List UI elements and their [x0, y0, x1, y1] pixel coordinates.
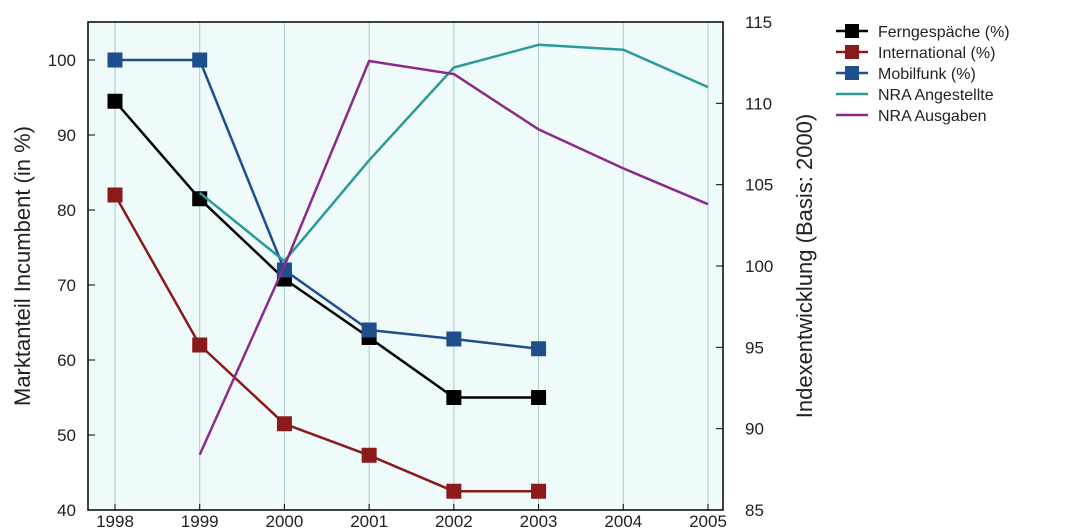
x-tick-label: 2001 — [350, 512, 388, 531]
y-tick-label: 50 — [57, 426, 76, 445]
data-point — [361, 322, 377, 338]
x-tick-label: 2005 — [689, 512, 727, 531]
x-tick-label: 2004 — [604, 512, 642, 531]
series-4 — [198, 59, 709, 456]
series-1 — [107, 187, 547, 499]
data-point — [446, 331, 462, 347]
y-tick-label: 70 — [57, 276, 76, 295]
legend-item: Ferngespäche (%) — [836, 24, 1010, 41]
y2-tick-label: 95 — [745, 338, 764, 357]
series-line — [113, 194, 539, 493]
legend-label: Ferngespäche (%) — [878, 24, 1010, 41]
data-point — [192, 337, 208, 353]
y-tick-label: 80 — [57, 201, 76, 220]
x-tick-label: 2000 — [266, 512, 304, 531]
y-axis-title: Marktanteil Incumbent (in %) — [10, 126, 35, 406]
y2-tick-label: 105 — [745, 176, 773, 195]
x-tick-label: 2003 — [520, 512, 558, 531]
legend-label: NRA Angestellte — [878, 87, 994, 104]
legend-item: NRA Angestellte — [836, 87, 994, 104]
series-line — [114, 100, 539, 399]
y2-tick-label: 110 — [745, 94, 772, 113]
y2-tick-label: 85 — [745, 501, 764, 520]
x-tick-label: 1998 — [96, 512, 134, 531]
series-0 — [107, 93, 547, 405]
data-point — [107, 93, 123, 109]
y2-tick-label: 90 — [745, 420, 764, 439]
series-3 — [198, 43, 709, 263]
x-tick-label: 1999 — [181, 512, 219, 531]
legend-item: International (%) — [836, 45, 995, 62]
legend-marker — [845, 66, 859, 80]
legend-marker — [845, 24, 859, 38]
data-point — [446, 390, 462, 405]
data-point — [361, 447, 377, 463]
series-line — [198, 59, 709, 456]
data-point — [446, 483, 462, 499]
plot-area — [88, 22, 723, 510]
y2-axis-title: Indexentwicklung (Basis: 2000) — [792, 114, 817, 419]
data-point — [107, 52, 123, 68]
y-tick-label: 60 — [57, 351, 76, 370]
y-tick-label: 100 — [48, 51, 76, 70]
legend-item: NRA Ausgaben — [836, 108, 987, 125]
series-2 — [107, 52, 547, 357]
y2-tick-label: 100 — [745, 257, 773, 276]
legend: Ferngespäche (%) International (%) Mobilfu… — [836, 24, 1010, 125]
axes-layer: 1998 1999 2000 2001 2002 2003 2004 2005 40 50 60 70… — [48, 13, 774, 531]
y-tick-label: 40 — [57, 501, 76, 520]
data-point — [192, 52, 208, 68]
data-point — [531, 483, 547, 499]
legend-marker — [845, 45, 859, 59]
data-point — [276, 416, 292, 432]
series-line — [115, 58, 539, 351]
legend-label: Mobilfunk (%) — [878, 66, 976, 83]
legend-label: International (%) — [878, 45, 995, 62]
x-tick-label: 2002 — [435, 512, 473, 531]
y-tick-label: 90 — [57, 126, 76, 145]
series-line — [198, 43, 709, 263]
data-point — [531, 341, 547, 357]
data-point — [531, 390, 547, 405]
data-point — [107, 187, 123, 203]
legend-item: Mobilfunk (%) — [836, 66, 976, 83]
series-layer — [107, 43, 709, 499]
y2-tick-label: 115 — [745, 13, 772, 32]
legend-label: NRA Ausgaben — [878, 108, 987, 125]
